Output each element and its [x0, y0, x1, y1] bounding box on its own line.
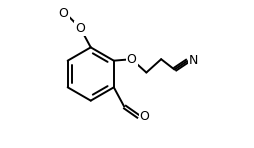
Text: O: O [127, 53, 136, 66]
Text: O: O [59, 7, 69, 20]
Text: O: O [75, 22, 85, 35]
Text: N: N [188, 54, 198, 67]
Text: O: O [140, 110, 150, 123]
